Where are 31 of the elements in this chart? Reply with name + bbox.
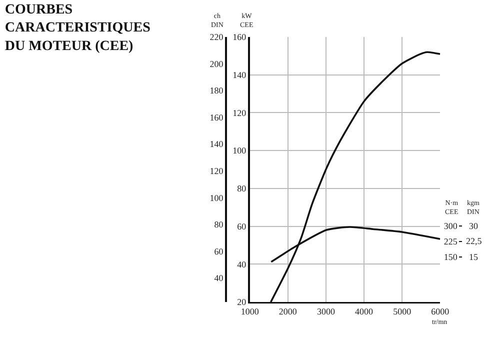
y2-tick-label: 180 <box>210 86 224 96</box>
text: 22,5 <box>466 236 482 246</box>
y-tick-label: 140 <box>232 70 247 80</box>
y2-tick-label: 220 <box>210 32 224 42</box>
text: 15 <box>469 252 478 262</box>
text: 30 <box>469 221 478 231</box>
y2-tick-label: 40 <box>214 273 224 284</box>
y-tick-label: 100 <box>232 146 247 156</box>
y-tick-label: 60 <box>237 221 247 232</box>
y2-tick-label: 120 <box>210 166 224 176</box>
y2-tick-label: 80 <box>214 220 224 230</box>
y2-tick-label: 60 <box>214 246 224 256</box>
x-tick-label: 2000 <box>278 306 298 316</box>
y2-tick-label: 160 <box>210 112 224 122</box>
y-tick-label: 160 <box>232 32 247 42</box>
text: COURBES CARACTERISTIQUES DU MOTEUR (CEE) <box>4 2 151 54</box>
y-tick-label: 40 <box>237 259 247 270</box>
y2-tick-label: 140 <box>210 139 224 150</box>
x-tick-label: 6000 <box>431 306 450 316</box>
y2-tick-label: 100 <box>210 192 224 203</box>
y-tick-label: 20 <box>237 297 247 308</box>
y3-tick-label: 225 <box>444 236 458 247</box>
y2-tick-label: 200 <box>210 58 224 69</box>
y-tick-label: 120 <box>232 108 247 118</box>
x-tick-label: 4000 <box>355 306 374 316</box>
x-tick-label: 5000 <box>393 306 412 316</box>
y-tick-label: 80 <box>237 184 247 194</box>
y3-tick-label: 150 <box>444 252 458 262</box>
x-tick-label: 1000 <box>240 306 260 316</box>
x-tick-label: 3000 <box>316 306 336 316</box>
y3-tick-label: 300 <box>444 221 458 232</box>
